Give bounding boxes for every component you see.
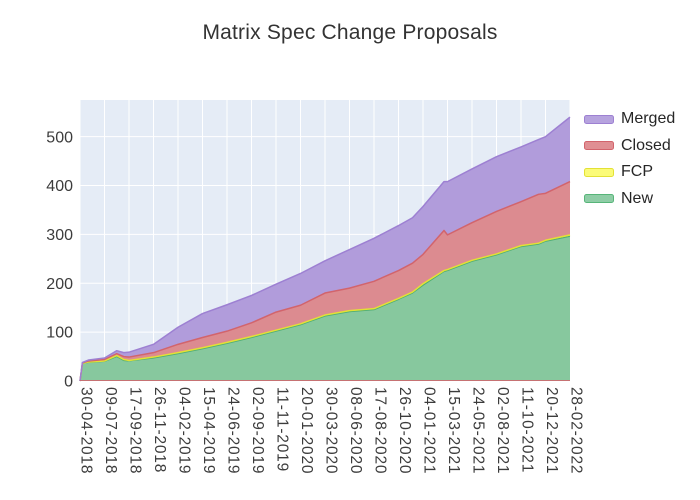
x-tick-label: 30-04-2018 — [78, 387, 95, 474]
y-tick-label: 0 — [64, 374, 73, 391]
x-tick-label: 17-09-2018 — [127, 387, 144, 474]
y-tick-label: 100 — [46, 325, 73, 342]
x-tick-label: 04-01-2021 — [421, 387, 438, 474]
x-tick-label: 28-02-2022 — [568, 387, 585, 474]
merged-swatch-icon — [584, 114, 614, 124]
legend-item-fcp[interactable]: FCP — [584, 159, 675, 186]
trace-line-fcp — [79, 234, 571, 382]
x-tick-label: 02-08-2021 — [494, 387, 511, 474]
area-band-new[interactable] — [80, 236, 570, 381]
y-tick-label: 300 — [46, 227, 73, 244]
x-tick-label: 11-10-2021 — [519, 387, 536, 473]
closed-swatch-icon — [584, 141, 614, 151]
fcp-swatch-icon — [584, 167, 614, 177]
x-tick-label: 26-11-2018 — [151, 387, 168, 473]
legend-label: New — [621, 189, 654, 207]
y-tick-label: 400 — [46, 178, 73, 195]
y-tick-label: 200 — [46, 276, 73, 293]
x-tick-label: 17-08-2020 — [372, 387, 389, 474]
area-band-merged[interactable] — [80, 117, 570, 382]
x-tick-label: 24-05-2021 — [470, 387, 487, 474]
x-tick-label: 30-03-2020 — [323, 387, 340, 474]
x-tick-label: 20-12-2021 — [543, 387, 560, 474]
x-tick-label: 04-02-2019 — [176, 387, 193, 474]
legend: Merged Closed FCP New — [584, 106, 675, 212]
x-tick-label: 11-11-2019 — [274, 387, 291, 472]
legend-label: Closed — [621, 136, 671, 154]
legend-label: FCP — [621, 163, 653, 181]
x-tick-label: 26-10-2020 — [396, 387, 413, 474]
x-tick-label: 20-01-2020 — [298, 387, 315, 474]
x-tick-label: 02-09-2019 — [249, 387, 266, 474]
trace-line-merged — [79, 116, 571, 382]
x-tick-label: 09-07-2018 — [102, 387, 119, 474]
trace-line-new — [79, 235, 571, 382]
legend-item-new[interactable]: New — [584, 186, 675, 213]
chart-title: Matrix Spec Change Proposals — [202, 21, 498, 44]
y-tick-label: 500 — [46, 129, 73, 146]
legend-item-merged[interactable]: Merged — [584, 106, 675, 133]
legend-label: Merged — [621, 110, 676, 128]
legend-item-closed[interactable]: Closed — [584, 133, 675, 160]
new-swatch-icon — [584, 194, 614, 204]
x-tick-label: 08-06-2020 — [347, 387, 364, 474]
x-tick-label: 15-04-2019 — [200, 387, 217, 474]
trace-line-closed — [79, 180, 571, 382]
x-tick-label: 15-03-2021 — [445, 387, 462, 474]
x-tick-label: 24-06-2019 — [225, 387, 242, 474]
